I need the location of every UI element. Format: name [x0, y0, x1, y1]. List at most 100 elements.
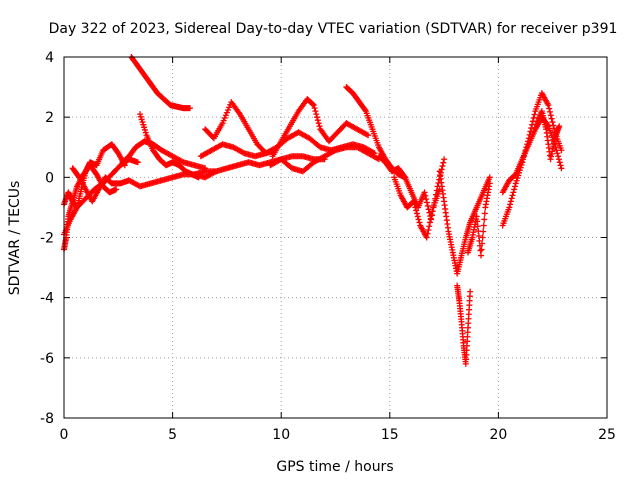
chart-title: Day 322 of 2023, Sidereal Day-to-day VTE…	[49, 21, 618, 37]
data-point	[315, 120, 322, 127]
data-point	[441, 156, 448, 163]
series-arc-f	[137, 111, 202, 181]
data-point	[416, 219, 423, 226]
x-tick-label: 20	[489, 427, 507, 443]
data-point	[423, 196, 430, 203]
data-point	[507, 201, 514, 208]
y-tick-label: -6	[40, 351, 54, 367]
data-point	[486, 180, 493, 187]
series-arc-u	[534, 108, 563, 163]
y-tick-label: -2	[40, 231, 54, 247]
y-tick-label: 4	[45, 50, 54, 66]
data-point	[422, 192, 429, 199]
data-point	[481, 210, 488, 217]
data-point	[506, 204, 513, 211]
data-point	[309, 101, 316, 108]
data-point	[479, 234, 486, 241]
data-point	[478, 252, 485, 259]
series-arc-r	[464, 180, 493, 259]
data-point	[426, 223, 433, 230]
data-point	[425, 206, 432, 213]
x-tick-label: 5	[168, 427, 177, 443]
data-point	[549, 119, 556, 126]
grid-lines	[64, 57, 607, 418]
data-point	[413, 210, 420, 217]
data-point	[423, 234, 430, 241]
data-point	[412, 204, 419, 211]
data-marks	[61, 54, 565, 367]
data-point	[414, 213, 421, 220]
data-point	[312, 108, 319, 115]
data-point	[555, 156, 562, 163]
plot-frame	[63, 56, 608, 419]
data-point	[427, 215, 434, 222]
data-point	[531, 111, 538, 118]
data-point	[550, 122, 557, 129]
data-point	[313, 111, 320, 118]
series-arc-s	[499, 90, 565, 229]
data-point	[480, 228, 487, 235]
y-axis-label: SDTVAR / TECUs	[7, 181, 23, 296]
data-point	[481, 216, 488, 223]
data-point	[558, 165, 565, 172]
series-arc-g	[119, 138, 209, 172]
data-point	[314, 117, 321, 124]
data-point	[411, 201, 418, 208]
data-point	[424, 202, 431, 209]
x-tick-label: 15	[381, 427, 399, 443]
axis-ticks: 0 5 10 15 20 25 -8 -6 -4 -2 0 2 4	[40, 50, 616, 443]
y-tick-label: -4	[40, 291, 54, 307]
data-point	[557, 162, 564, 169]
data-point	[365, 132, 372, 139]
data-point	[508, 195, 515, 202]
series-arc-e	[128, 54, 193, 112]
data-point	[424, 230, 431, 237]
data-point	[546, 108, 553, 115]
data-point	[440, 159, 447, 166]
data-point	[545, 102, 552, 109]
series-arc-p	[436, 168, 493, 277]
series-arc-k	[269, 96, 372, 160]
y-tick-label: 0	[45, 170, 54, 186]
data-point	[509, 192, 516, 199]
data-point	[556, 159, 563, 166]
data-point	[314, 114, 321, 121]
data-point	[546, 105, 553, 112]
data-point	[413, 207, 420, 214]
data-point	[554, 150, 561, 157]
data-point	[186, 105, 193, 112]
data-point	[507, 198, 514, 205]
data-point	[478, 246, 485, 253]
data-point	[428, 211, 435, 218]
data-point	[134, 159, 141, 166]
data-point	[436, 186, 443, 193]
data-point	[316, 123, 323, 130]
data-point	[410, 198, 417, 205]
data-point	[530, 114, 537, 121]
series-arc-o	[391, 174, 443, 241]
series-arc-t	[499, 114, 565, 196]
data-point	[310, 102, 317, 109]
data-point	[511, 186, 518, 193]
data-point	[486, 174, 493, 181]
data-point	[421, 189, 428, 196]
data-point	[479, 240, 486, 247]
data-point	[401, 173, 408, 180]
data-point	[439, 163, 446, 170]
data-point	[362, 107, 369, 114]
y-tick-label: -8	[40, 411, 54, 427]
data-point	[423, 199, 430, 206]
x-tick-label: 0	[60, 427, 69, 443]
data-point	[529, 121, 536, 128]
data-point	[529, 118, 536, 125]
data-point	[556, 123, 563, 130]
data-point	[547, 112, 554, 119]
x-tick-label: 10	[272, 427, 290, 443]
data-point	[426, 219, 433, 226]
data-point	[510, 189, 517, 196]
data-point	[113, 186, 120, 193]
data-point	[553, 147, 560, 154]
data-point	[429, 208, 436, 215]
data-point	[511, 183, 518, 190]
